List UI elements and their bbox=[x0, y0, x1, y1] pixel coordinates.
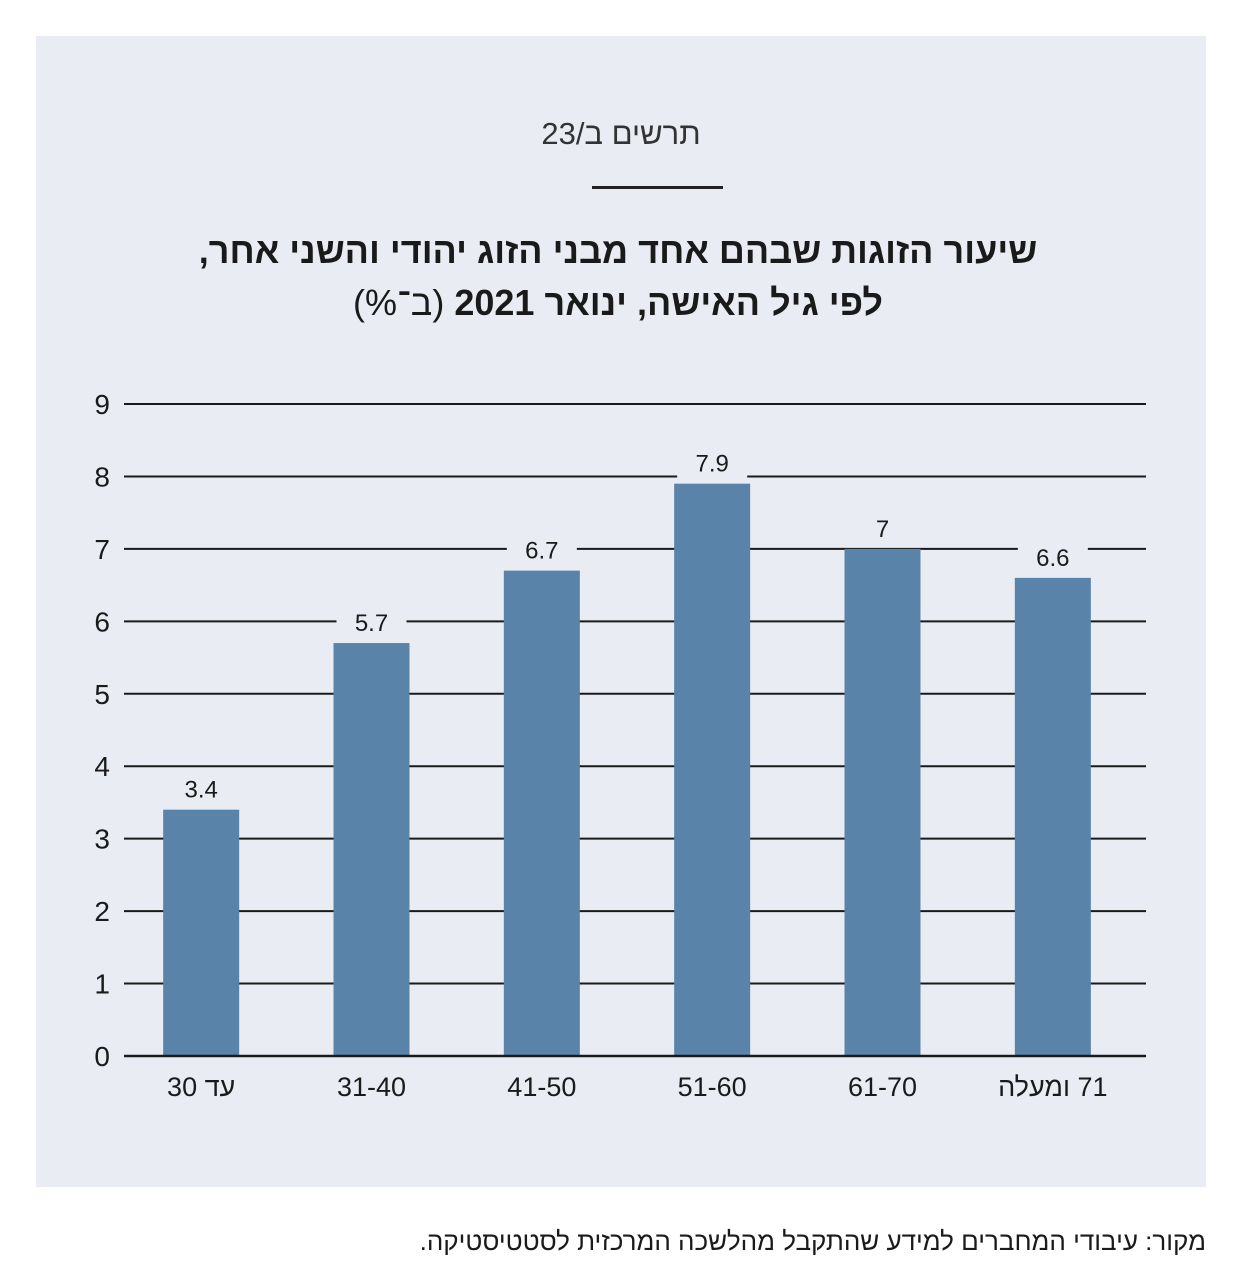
chart-title-main: לפי גיל האישה, ינואר 2021 bbox=[454, 282, 883, 323]
x-tick-label: 61-70 bbox=[848, 1072, 917, 1102]
bar-4 bbox=[674, 483, 751, 1056]
x-tick-label: 41-50 bbox=[507, 1072, 576, 1102]
bar-value-label: 3.4 bbox=[184, 777, 217, 804]
bar-2 bbox=[333, 643, 410, 1056]
chart-title-line-2: לפי גיל האישה, ינואר 2021 (ב־%) bbox=[60, 282, 1176, 324]
y-tick-label-2: 2 bbox=[94, 896, 110, 927]
bar-6 bbox=[1014, 577, 1091, 1056]
y-tick-label-9: 9 bbox=[94, 389, 110, 420]
bar-value-label: 6.7 bbox=[525, 538, 558, 565]
value-label-background bbox=[166, 773, 237, 808]
bar-value-label: 7 bbox=[876, 516, 889, 543]
value-label-background bbox=[506, 534, 577, 569]
y-tick-label-1: 1 bbox=[94, 969, 110, 1000]
bar-1 bbox=[163, 809, 240, 1056]
figure-label-underline bbox=[592, 186, 723, 189]
y-tick-label-6: 6 bbox=[94, 606, 110, 637]
bar-value-label: 6.6 bbox=[1036, 545, 1069, 572]
y-tick-label-0: 0 bbox=[94, 1041, 110, 1072]
source-note: מקור: עיבודי המחברים למידע שהתקבל מהלשכה… bbox=[419, 1226, 1206, 1256]
y-tick-label-8: 8 bbox=[94, 461, 110, 492]
x-tick-label: 71 ומעלה bbox=[998, 1072, 1107, 1102]
y-tick-label-4: 4 bbox=[94, 751, 110, 782]
bar-3 bbox=[503, 570, 580, 1056]
x-tick-label: עד 30 bbox=[167, 1072, 235, 1102]
value-label-background bbox=[863, 512, 902, 547]
y-tick-label-3: 3 bbox=[94, 824, 110, 855]
bar-chart: 0 1 2 3 4 5 6 7 8 9 3.4 עד 30 5.7 31-40 6.7 41-50 7.9 51-… bbox=[94, 389, 1146, 1102]
y-tick-label-7: 7 bbox=[94, 534, 110, 565]
value-label-background bbox=[336, 607, 407, 642]
bar-value-label: 7.9 bbox=[695, 451, 728, 478]
x-tick-label: 51-60 bbox=[678, 1072, 747, 1102]
chart-title-line-1: שיעור הזוגות שבהם אחד מבני הזוג יהודי וה… bbox=[198, 230, 1038, 271]
value-label-background bbox=[1017, 541, 1088, 576]
chart-title-unit: (ב־%) bbox=[353, 282, 445, 323]
bar-value-label: 5.7 bbox=[355, 610, 388, 637]
y-tick-label-5: 5 bbox=[94, 679, 110, 710]
figure-label: תרשים ב/23 bbox=[541, 116, 701, 151]
x-tick-label: 31-40 bbox=[337, 1072, 406, 1102]
value-label-background bbox=[677, 447, 748, 482]
bar-5 bbox=[844, 548, 921, 1056]
